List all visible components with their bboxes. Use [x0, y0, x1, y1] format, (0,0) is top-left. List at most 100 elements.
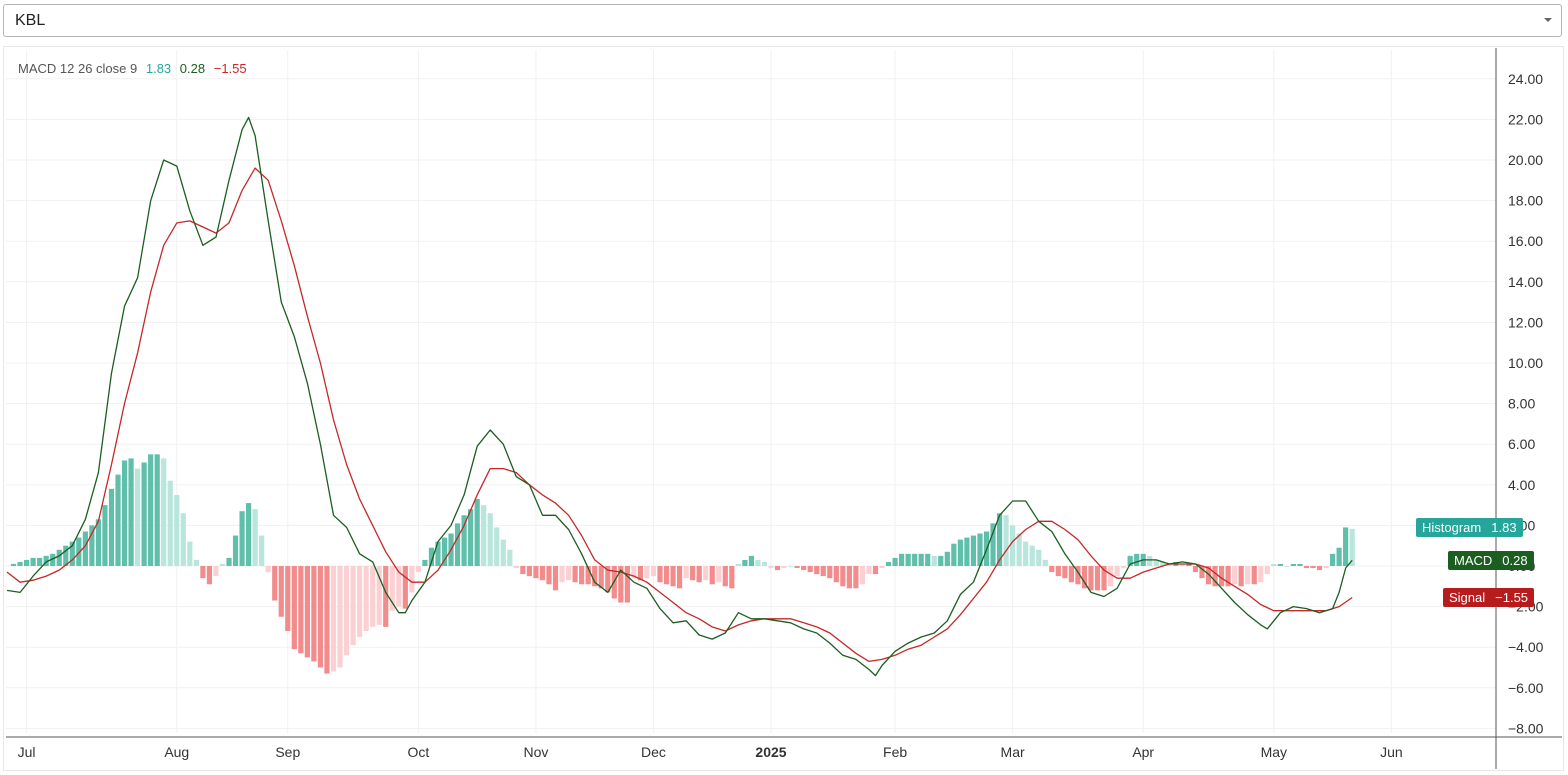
histogram-bar — [1290, 563, 1297, 566]
histogram-bar — [376, 566, 382, 625]
histogram-bar — [259, 535, 265, 566]
y-tick-label: 4.00 — [1508, 477, 1535, 493]
histogram-bar — [1029, 545, 1035, 566]
x-tick-label: Nov — [523, 744, 548, 760]
histogram-bar — [846, 566, 852, 589]
histogram-bar — [409, 566, 415, 593]
histogram-bar — [37, 557, 43, 566]
histogram-bar — [1081, 566, 1088, 589]
histogram-bar — [696, 566, 702, 583]
histogram-bar — [30, 557, 36, 566]
symbol-selector[interactable]: KBL — [3, 4, 1562, 37]
y-tick-label: −6.00 — [1508, 680, 1544, 696]
histogram-bar — [552, 566, 559, 591]
histogram-bar — [755, 559, 761, 566]
x-tick-label: Jun — [1380, 744, 1403, 760]
histogram-bar — [859, 566, 866, 585]
histogram-bar — [239, 511, 245, 566]
histogram-bar — [781, 566, 787, 569]
x-tick-label: Aug — [164, 744, 189, 760]
histogram-bar — [866, 566, 872, 575]
histogram-bar — [539, 566, 546, 581]
macd-badge: MACD 0.28 — [1448, 551, 1534, 570]
histogram-bar — [585, 566, 591, 585]
histogram-bar — [350, 566, 356, 646]
histogram-bar — [128, 458, 134, 566]
histogram-bar — [1225, 566, 1231, 587]
histogram-bar — [1329, 553, 1336, 566]
histogram-bar — [43, 555, 49, 566]
histogram-bar — [154, 454, 160, 566]
histogram-bar — [1336, 547, 1342, 566]
histogram-bar — [794, 566, 800, 569]
histogram-bar — [1062, 566, 1068, 579]
histogram-bar — [735, 563, 741, 566]
histogram-bar — [526, 566, 532, 577]
histogram-bar — [624, 566, 630, 603]
histogram-bar — [1303, 566, 1310, 569]
histogram-bar — [298, 566, 304, 654]
histogram-bar — [853, 566, 859, 589]
histogram-bar — [1147, 555, 1153, 566]
histogram-bar — [82, 531, 88, 566]
x-tick-label: Feb — [883, 744, 907, 760]
histogram-bar — [1310, 566, 1316, 569]
histogram-bar — [618, 566, 624, 603]
histogram-bar — [468, 509, 474, 566]
histogram-bar — [69, 541, 75, 566]
histogram-bar — [148, 454, 154, 566]
histogram-bar — [206, 566, 213, 585]
histogram-bar — [951, 543, 957, 566]
histogram-bar — [683, 566, 689, 579]
histogram-bar — [1192, 566, 1199, 573]
histogram-bar — [95, 519, 102, 566]
histogram-bar — [761, 561, 768, 566]
histogram-bar — [10, 563, 17, 566]
histogram-bar — [63, 545, 69, 566]
histogram-bar — [474, 499, 480, 566]
y-tick-label: −8.00 — [1508, 720, 1544, 736]
histogram-bar — [1153, 559, 1159, 566]
histogram-bar — [89, 525, 95, 566]
histogram-bar — [343, 566, 350, 656]
y-tick-label: −4.00 — [1508, 639, 1544, 655]
histogram-bar — [272, 566, 278, 601]
histogram-bar — [180, 513, 186, 566]
histogram-bar — [461, 515, 467, 566]
histogram-bar — [219, 563, 226, 566]
histogram-bar — [17, 561, 23, 566]
histogram-bar — [788, 566, 794, 567]
histogram-bar — [840, 566, 846, 587]
x-tick-label: Mar — [1001, 744, 1025, 760]
legend-signal-value: −1.55 — [213, 61, 247, 76]
histogram-bar — [533, 566, 539, 579]
histogram-bar — [121, 460, 128, 566]
histogram-badge-label: Histogram — [1422, 520, 1482, 535]
histogram-bar — [885, 561, 892, 566]
x-tick-label: Apr — [1132, 744, 1154, 760]
histogram-bar — [396, 566, 402, 607]
histogram-bar — [722, 566, 728, 587]
histogram-bar — [1010, 525, 1016, 566]
histogram-bar — [1251, 566, 1257, 585]
x-tick-label: Dec — [641, 744, 666, 760]
signal-badge: Signal −1.55 — [1443, 588, 1535, 607]
y-tick-label: 16.00 — [1508, 233, 1543, 249]
histogram-bar — [187, 541, 193, 566]
histogram-bar — [1179, 563, 1185, 566]
indicator-legend: MACD 12 26 close 9 1.83 0.28 −1.55 — [18, 61, 252, 76]
histogram-bar — [135, 468, 141, 566]
histogram-bar — [716, 566, 722, 583]
chart-panel[interactable] — [3, 46, 1564, 771]
signal-line — [6, 167, 1353, 663]
histogram-bar — [383, 566, 389, 627]
histogram-bar — [370, 566, 376, 627]
histogram-bar — [663, 566, 670, 585]
histogram-bar — [1016, 533, 1022, 566]
histogram-bar — [494, 527, 500, 566]
histogram-bar — [324, 566, 330, 674]
histogram-bar — [1349, 528, 1355, 566]
histogram-bar — [1343, 527, 1349, 566]
histogram-bar — [50, 553, 56, 566]
